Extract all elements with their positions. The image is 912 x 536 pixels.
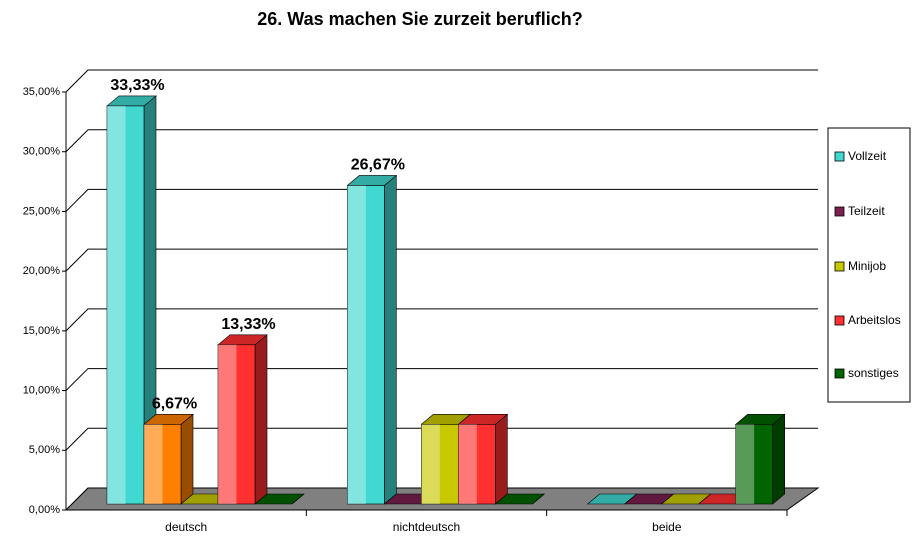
- legend-swatch: [834, 315, 845, 326]
- bar-top-shade: [218, 334, 267, 345]
- grid-line: [65, 248, 818, 272]
- bar: [735, 424, 773, 505]
- legend-label: Minijob: [848, 259, 886, 273]
- bar: [458, 424, 496, 505]
- legend-label: sonstiges: [848, 366, 899, 380]
- bar-side-shade: [144, 95, 156, 504]
- bar-highlight: [347, 185, 366, 504]
- bar-highlight: [144, 424, 163, 504]
- bar-side-shade: [255, 334, 267, 504]
- chart-title: 26. Was machen Sie zurzeit beruflich?: [257, 9, 582, 29]
- bar-side-shade: [495, 414, 508, 504]
- legend-swatch: [834, 151, 845, 162]
- grid-line: [65, 69, 818, 93]
- bar-top-shade: [255, 494, 304, 504]
- legend-label: Teilzeit: [848, 204, 885, 218]
- y-tick-label: 10,00%: [23, 384, 61, 396]
- bar: [347, 185, 385, 505]
- bar-highlight: [421, 424, 440, 504]
- bar-top: [494, 493, 546, 505]
- data-label: 13,33%: [221, 316, 275, 333]
- y-tick-label: 30,00%: [23, 146, 61, 158]
- data-label: 33,33%: [110, 77, 164, 94]
- y-tick-label: 15,00%: [23, 325, 61, 337]
- bar: [106, 105, 145, 505]
- grid-line: [65, 129, 818, 153]
- y-tick-label: 5,00%: [29, 444, 60, 456]
- bar-top-shade: [458, 414, 508, 425]
- bar-top-shade: [587, 494, 637, 504]
- bar-side-shade: [181, 414, 193, 504]
- grid-line: [65, 368, 818, 391]
- bar-top-shade: [495, 494, 545, 504]
- y-tick-label: 35,00%: [23, 86, 61, 98]
- bar-top: [254, 493, 305, 505]
- bar-top-shade: [661, 494, 711, 504]
- back-wall: [88, 70, 818, 488]
- bar-highlight: [107, 105, 126, 504]
- bar-highlight: [735, 424, 755, 504]
- legend-swatch: [834, 368, 845, 379]
- x-tick-label: deutsch: [165, 520, 207, 534]
- bar-highlight: [458, 424, 477, 504]
- bar-top-shade: [347, 175, 397, 186]
- y-tick-label: 0,00%: [29, 504, 60, 516]
- legend-swatch: [834, 206, 845, 217]
- bar-top-shade: [735, 414, 785, 425]
- bar-top-shade: [107, 95, 156, 106]
- data-label: 26,67%: [351, 157, 405, 174]
- data-label: 6,67%: [152, 396, 197, 413]
- x-tick-label: beide: [652, 520, 682, 534]
- grid-line: [65, 308, 818, 332]
- bar: [217, 344, 256, 505]
- bar: [143, 424, 182, 505]
- bar-side-shade: [772, 414, 785, 504]
- grid-line: [65, 188, 818, 212]
- grid-line: [65, 427, 818, 451]
- bar-top-shade: [144, 414, 193, 425]
- y-tick-label: 25,00%: [23, 205, 61, 217]
- legend-swatch: [834, 261, 845, 272]
- bar-highlight: [218, 344, 237, 504]
- legend-label: Vollzeit: [848, 149, 887, 163]
- x-tick-label: nichtdeutsch: [393, 520, 460, 534]
- legend-label: Arbeitslos: [848, 313, 901, 327]
- y-tick-label: 20,00%: [23, 265, 61, 277]
- bar-top-shade: [421, 414, 471, 425]
- bar: [421, 424, 459, 505]
- bar-side-shade: [384, 175, 397, 504]
- bar-top-shade: [624, 494, 674, 504]
